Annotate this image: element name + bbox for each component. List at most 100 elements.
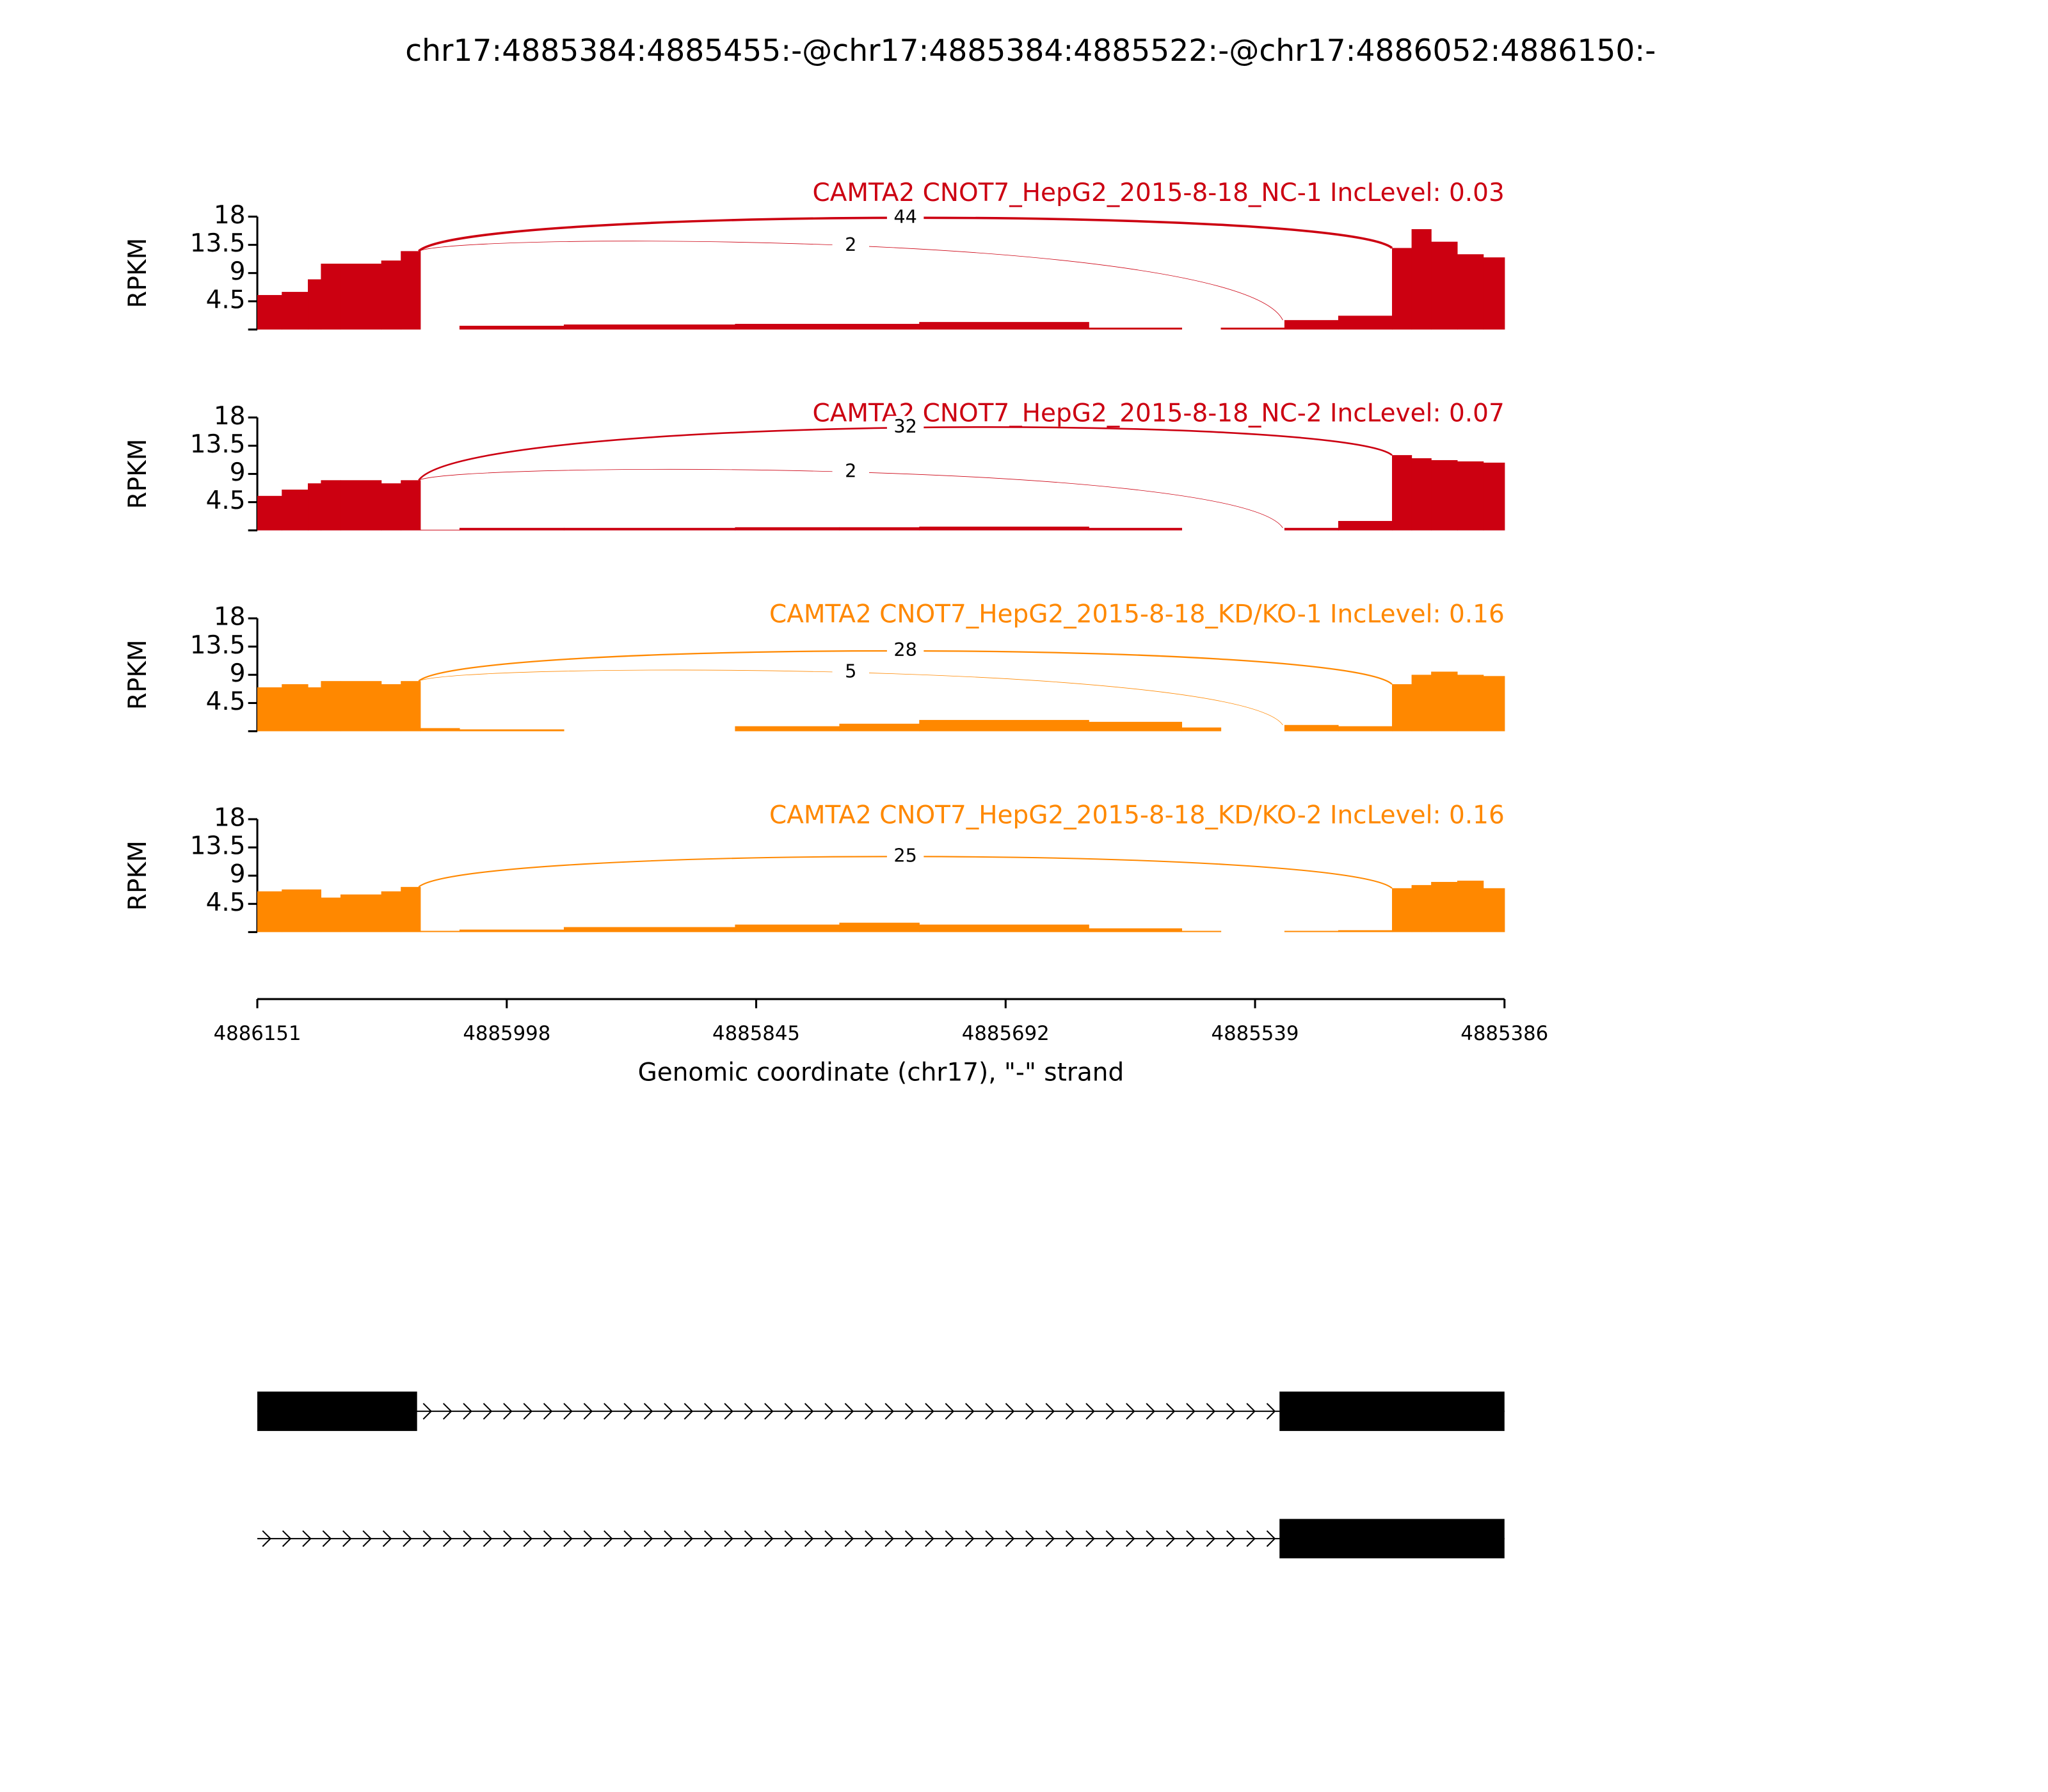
- exon: [257, 1391, 417, 1431]
- panel-title: CAMTA2 CNOT7_HepG2_2015-8-18_KD/KO-2 Inc…: [769, 801, 1505, 829]
- strand-arrow: [985, 1403, 995, 1420]
- strand-arrow: [784, 1403, 794, 1420]
- junction-label-bg: [832, 660, 870, 685]
- strand-arrow: [643, 1403, 653, 1420]
- strand-arrow: [744, 1530, 754, 1548]
- junction-label: 5: [845, 660, 856, 682]
- strand-arrow: [302, 1530, 312, 1548]
- strand-arrow: [703, 1403, 714, 1420]
- coverage-bar: [308, 483, 322, 531]
- strand-arrow: [844, 1530, 854, 1548]
- coverage-bar: [308, 889, 322, 932]
- strand-arrow: [342, 1530, 352, 1548]
- strand-arrow: [664, 1403, 673, 1420]
- y-tick-label: 18: [214, 804, 246, 833]
- coverage-bar: [401, 886, 421, 932]
- coverage-bar: [340, 894, 382, 932]
- strand-arrow: [483, 1530, 493, 1548]
- strand-arrow: [865, 1403, 874, 1420]
- y-axis-label: RPKM: [124, 439, 152, 509]
- coverage-bar: [459, 325, 564, 330]
- coverage-bar: [919, 322, 1089, 330]
- coverage-bar: [1457, 461, 1484, 531]
- strand-arrow: [724, 1530, 733, 1548]
- coverage-bar: [563, 324, 736, 330]
- strand-arrow: [1005, 1530, 1015, 1548]
- strand-arrow: [282, 1530, 292, 1548]
- strand-arrow: [322, 1530, 332, 1548]
- strand-arrow: [1165, 1530, 1176, 1548]
- junction-label: 2: [845, 234, 856, 255]
- coverage-bar: [839, 922, 920, 932]
- strand-arrow: [262, 1530, 272, 1548]
- y-tick-label: 9: [230, 458, 246, 487]
- coverage-bar: [1089, 327, 1183, 330]
- strand-arrow: [925, 1530, 934, 1548]
- y-tick-label: 4.5: [206, 888, 246, 917]
- coverage-bar: [1220, 327, 1285, 330]
- strand-arrow: [483, 1403, 493, 1420]
- coverage-bar: [919, 719, 1089, 732]
- strand-arrow: [764, 1530, 774, 1548]
- strand-arrow: [422, 1403, 433, 1420]
- coverage-bar: [1089, 527, 1183, 531]
- strand-arrow: [1045, 1403, 1055, 1420]
- strand-arrow: [703, 1530, 714, 1548]
- coverage-bar: [1431, 882, 1458, 932]
- y-tick-label: 9: [230, 860, 246, 889]
- coverage-bar: [1284, 527, 1339, 531]
- coverage-bar: [839, 723, 920, 732]
- strand-arrow: [442, 1530, 452, 1548]
- coverage-bar: [735, 726, 840, 732]
- coverage-bar: [459, 527, 564, 531]
- y-tick-label: 18: [214, 201, 246, 230]
- strand-arrow: [643, 1530, 653, 1548]
- strand-arrow: [865, 1530, 874, 1548]
- strand-arrow: [503, 1530, 513, 1548]
- coverage-bar: [420, 529, 460, 531]
- strand-arrow: [744, 1403, 754, 1420]
- y-tick-label: 13.5: [190, 631, 246, 660]
- strand-arrow: [1105, 1530, 1116, 1548]
- coverage-bar: [381, 260, 401, 330]
- strand-arrow: [824, 1530, 834, 1548]
- coverage-bar: [1284, 931, 1339, 932]
- y-tick-label: 9: [230, 659, 246, 688]
- coverage-bar: [257, 294, 282, 330]
- strand-arrow: [1065, 1530, 1075, 1548]
- strand-arrow: [1226, 1530, 1236, 1548]
- strand-arrow: [804, 1530, 814, 1548]
- strand-arrow: [684, 1403, 694, 1420]
- strand-arrow: [523, 1403, 533, 1420]
- junction-label-bg: [832, 234, 870, 258]
- strand-arrow: [804, 1403, 814, 1420]
- strand-arrow: [1165, 1403, 1176, 1420]
- strand-arrow: [1266, 1403, 1276, 1420]
- strand-arrow: [1146, 1403, 1155, 1420]
- coverage-bar: [1392, 684, 1412, 732]
- strand-arrow: [1226, 1403, 1236, 1420]
- y-tick-label: 13.5: [190, 229, 246, 258]
- x-axis-label: Genomic coordinate (chr17), "-" strand: [638, 1058, 1124, 1087]
- junction-label: 28: [893, 639, 917, 660]
- y-tick-label: 4.5: [206, 486, 246, 515]
- coverage-bar: [1338, 930, 1393, 932]
- strand-arrow: [563, 1403, 573, 1420]
- coverage-bar: [420, 931, 460, 932]
- junction-label-bg: [886, 205, 924, 230]
- coverage-bar: [401, 251, 421, 330]
- chart-title: chr17:4885384:4885455:-@chr17:4885384:48…: [405, 33, 1656, 68]
- strand-arrow: [844, 1403, 854, 1420]
- coverage-bar: [919, 924, 1089, 932]
- junction-label-bg: [886, 415, 924, 440]
- junction-label-bg: [886, 639, 924, 663]
- strand-arrow: [463, 1403, 472, 1420]
- y-axis-label: RPKM: [124, 639, 152, 710]
- exon: [1279, 1391, 1505, 1431]
- coverage-bar: [1284, 320, 1339, 330]
- coverage-bar: [282, 889, 308, 932]
- coverage-bar: [459, 729, 564, 732]
- coverage-bar: [735, 324, 840, 330]
- y-tick-label: 13.5: [190, 430, 246, 459]
- strand-arrow: [1045, 1530, 1055, 1548]
